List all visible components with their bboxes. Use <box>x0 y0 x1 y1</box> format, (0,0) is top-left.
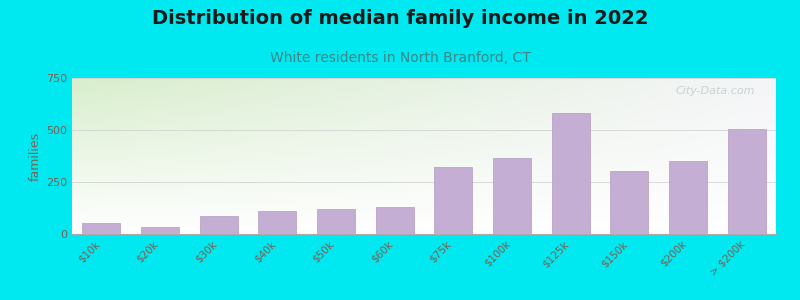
Y-axis label: families: families <box>29 131 42 181</box>
Bar <box>317 209 355 234</box>
Bar <box>258 211 296 234</box>
Bar <box>434 167 472 234</box>
Bar <box>82 223 121 234</box>
Bar <box>552 113 590 234</box>
Text: White residents in North Branford, CT: White residents in North Branford, CT <box>270 51 530 65</box>
Text: City-Data.com: City-Data.com <box>675 86 755 96</box>
Bar <box>669 161 707 234</box>
Bar <box>376 207 414 234</box>
Bar <box>493 158 531 234</box>
Bar <box>200 216 238 234</box>
Text: Distribution of median family income in 2022: Distribution of median family income in … <box>152 9 648 28</box>
Bar <box>728 129 766 234</box>
Bar <box>610 171 648 234</box>
Bar <box>141 227 179 234</box>
